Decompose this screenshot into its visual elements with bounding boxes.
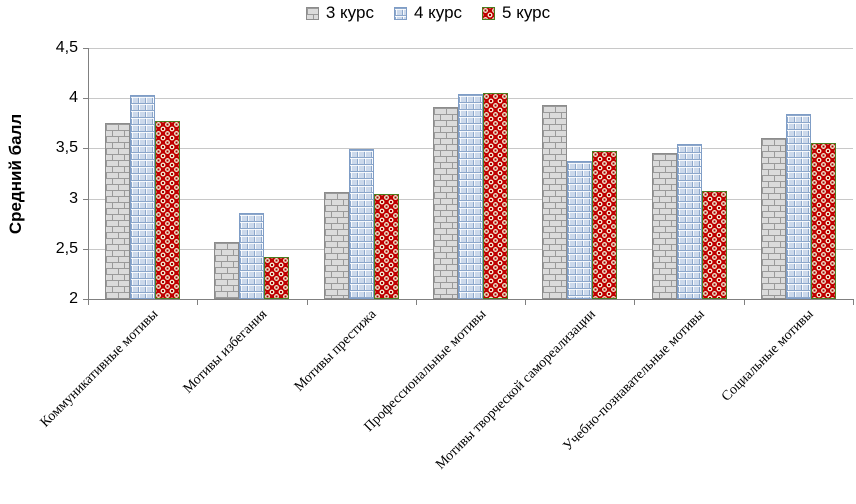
bar-series1-cat5 bbox=[542, 105, 568, 299]
x-axis-tick bbox=[744, 300, 745, 305]
legend-item: 3 курс bbox=[305, 3, 374, 23]
x-category-label: Коммуникативные мотивы bbox=[37, 307, 162, 431]
bar-series2-cat1 bbox=[130, 95, 156, 299]
x-category-label: Профессиональные мотивы bbox=[361, 307, 490, 435]
y-tick-label: 2 bbox=[69, 290, 78, 307]
bar-series2-cat7 bbox=[785, 114, 811, 299]
y-axis-tick bbox=[83, 98, 88, 100]
y-axis-tick bbox=[83, 198, 88, 200]
y-tick-label: 3 bbox=[69, 189, 78, 207]
x-axis-tick bbox=[197, 300, 198, 305]
bar-series2-cat4 bbox=[458, 94, 483, 299]
y-tick-label: 4,5 bbox=[55, 39, 78, 56]
gridline bbox=[89, 48, 853, 49]
bar-series2-cat6 bbox=[676, 144, 702, 299]
bar-series1-cat1 bbox=[105, 123, 131, 299]
y-axis-title: Средний балл bbox=[6, 113, 25, 235]
x-axis-tick bbox=[853, 300, 854, 305]
bar-series1-cat6 bbox=[651, 153, 677, 299]
legend-swatch-grid-icon bbox=[393, 6, 407, 20]
x-axis-line bbox=[88, 299, 854, 300]
bar-series1-cat4 bbox=[433, 107, 458, 299]
x-category-label: Мотивы престижа bbox=[292, 307, 380, 395]
bar-series2-cat3 bbox=[348, 149, 374, 299]
legend-item: 4 курс bbox=[393, 3, 463, 23]
bar-series2-cat5 bbox=[567, 161, 593, 299]
bar-series3-cat5 bbox=[592, 151, 618, 299]
legend-label: 5 курс bbox=[502, 3, 551, 22]
y-tick-label: 4 bbox=[69, 89, 78, 107]
legend-swatch-brick-icon bbox=[305, 6, 319, 20]
chart-legend: 3 курс 4 курс 5 курс bbox=[0, 3, 856, 23]
y-tick-label: 3,5 bbox=[55, 139, 78, 157]
y-axis-tick bbox=[83, 248, 88, 250]
legend-item: 5 курс bbox=[482, 3, 550, 23]
bar-series3-cat1 bbox=[155, 121, 181, 299]
bar-series2-cat2 bbox=[239, 212, 265, 299]
bar-series3-cat7 bbox=[810, 143, 836, 299]
y-axis-tick bbox=[83, 299, 88, 300]
x-axis-tick bbox=[634, 300, 635, 305]
x-axis-tick bbox=[307, 300, 308, 305]
bar-series3-cat6 bbox=[701, 190, 727, 299]
bar-series1-cat7 bbox=[760, 138, 786, 299]
x-category-label: Мотивы избегания bbox=[181, 307, 271, 397]
x-axis-tick bbox=[88, 300, 89, 305]
x-category-label: Социальные мотивы bbox=[719, 307, 817, 405]
y-axis-tick bbox=[83, 148, 88, 150]
legend-label: 4 курс bbox=[413, 3, 463, 22]
y-axis-tick bbox=[83, 48, 88, 49]
bar-series3-cat2 bbox=[264, 256, 290, 299]
legend-swatch-dots-icon bbox=[482, 6, 496, 20]
bar-series3-cat4 bbox=[483, 93, 508, 299]
x-axis-tick bbox=[416, 300, 417, 305]
bar-series1-cat3 bbox=[323, 191, 349, 299]
bar-series1-cat2 bbox=[214, 241, 240, 299]
legend-label: 3 курс bbox=[325, 3, 374, 22]
bar-series3-cat3 bbox=[373, 193, 399, 299]
x-axis-tick bbox=[525, 300, 526, 305]
y-tick-label: 2,5 bbox=[55, 239, 78, 257]
y-axis-line bbox=[88, 48, 89, 304]
